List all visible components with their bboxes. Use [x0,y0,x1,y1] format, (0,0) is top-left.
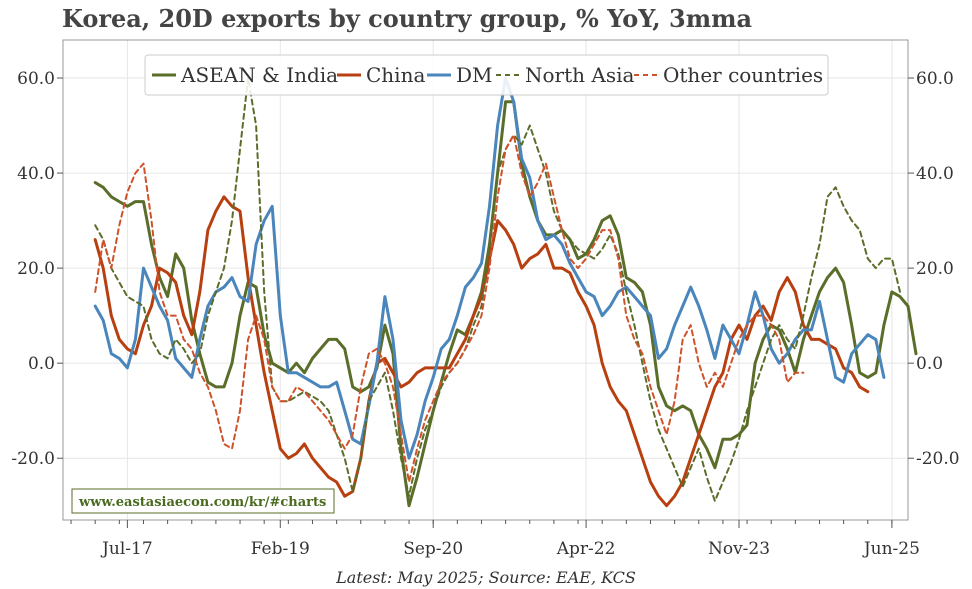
y-tick-label-left: 20.0 [17,259,55,279]
x-tick-label: Jun-25 [862,539,920,559]
series-line-dm [93,76,886,460]
x-tick-label: Nov-23 [708,539,770,559]
watermark-text: www.eastasiaecon.com/kr/#charts [78,495,326,510]
series-group [93,76,918,508]
source-note: Latest: May 2025; Source: EAE, KCS [335,568,636,587]
legend-label-china: China [366,63,425,87]
plot-frame [62,39,909,521]
chart-title: Korea, 20D exports by country group, % Y… [62,4,753,33]
y-tick-label-right: -20.0 [916,449,960,469]
x-tick-label: Jul-17 [100,539,153,559]
y-tick-label-left: -20.0 [11,449,55,469]
y-tick-label-right: 40.0 [916,164,954,184]
series-line-other-countries [94,134,805,483]
x-axis-ticks: Jul-17 Feb-19 Sep-20 Apr-22 Nov-23 Jun-25 [70,520,920,559]
watermark-frame [71,488,335,514]
series-line-china [93,195,870,508]
legend-box [144,54,829,96]
series-line-asean-india [93,100,918,508]
y-axis-ticks: 60.0 60.0 40.0 40.0 20.0 20.0 0.0 0.0 -20.0 -20.0 [11,69,959,469]
legend-label-dm: DM [456,63,493,87]
y-tick-label-right: 20.0 [916,259,954,279]
legend: ASEAN & India China DM North Asia Other … [144,54,829,96]
y-tick-label-left: 60.0 [17,69,55,89]
legend-label-north-asia: North Asia [525,63,634,87]
y-tick-label-left: 0.0 [28,354,55,374]
series-line-north-asia [94,77,901,502]
x-tick-label: Apr-22 [556,539,616,559]
y-tick-label-right: 60.0 [916,69,954,89]
y-tick-label-left: 40.0 [17,164,55,184]
y-tick-label-right: 0.0 [916,354,943,374]
x-tick-label: Sep-20 [403,539,463,559]
watermark-box: www.eastasiaecon.com/kr/#charts [71,488,335,514]
legend-label-asean-india: ASEAN & India [180,63,338,87]
legend-label-other-countries: Other countries [663,63,823,87]
x-tick-label: Feb-19 [251,539,310,559]
